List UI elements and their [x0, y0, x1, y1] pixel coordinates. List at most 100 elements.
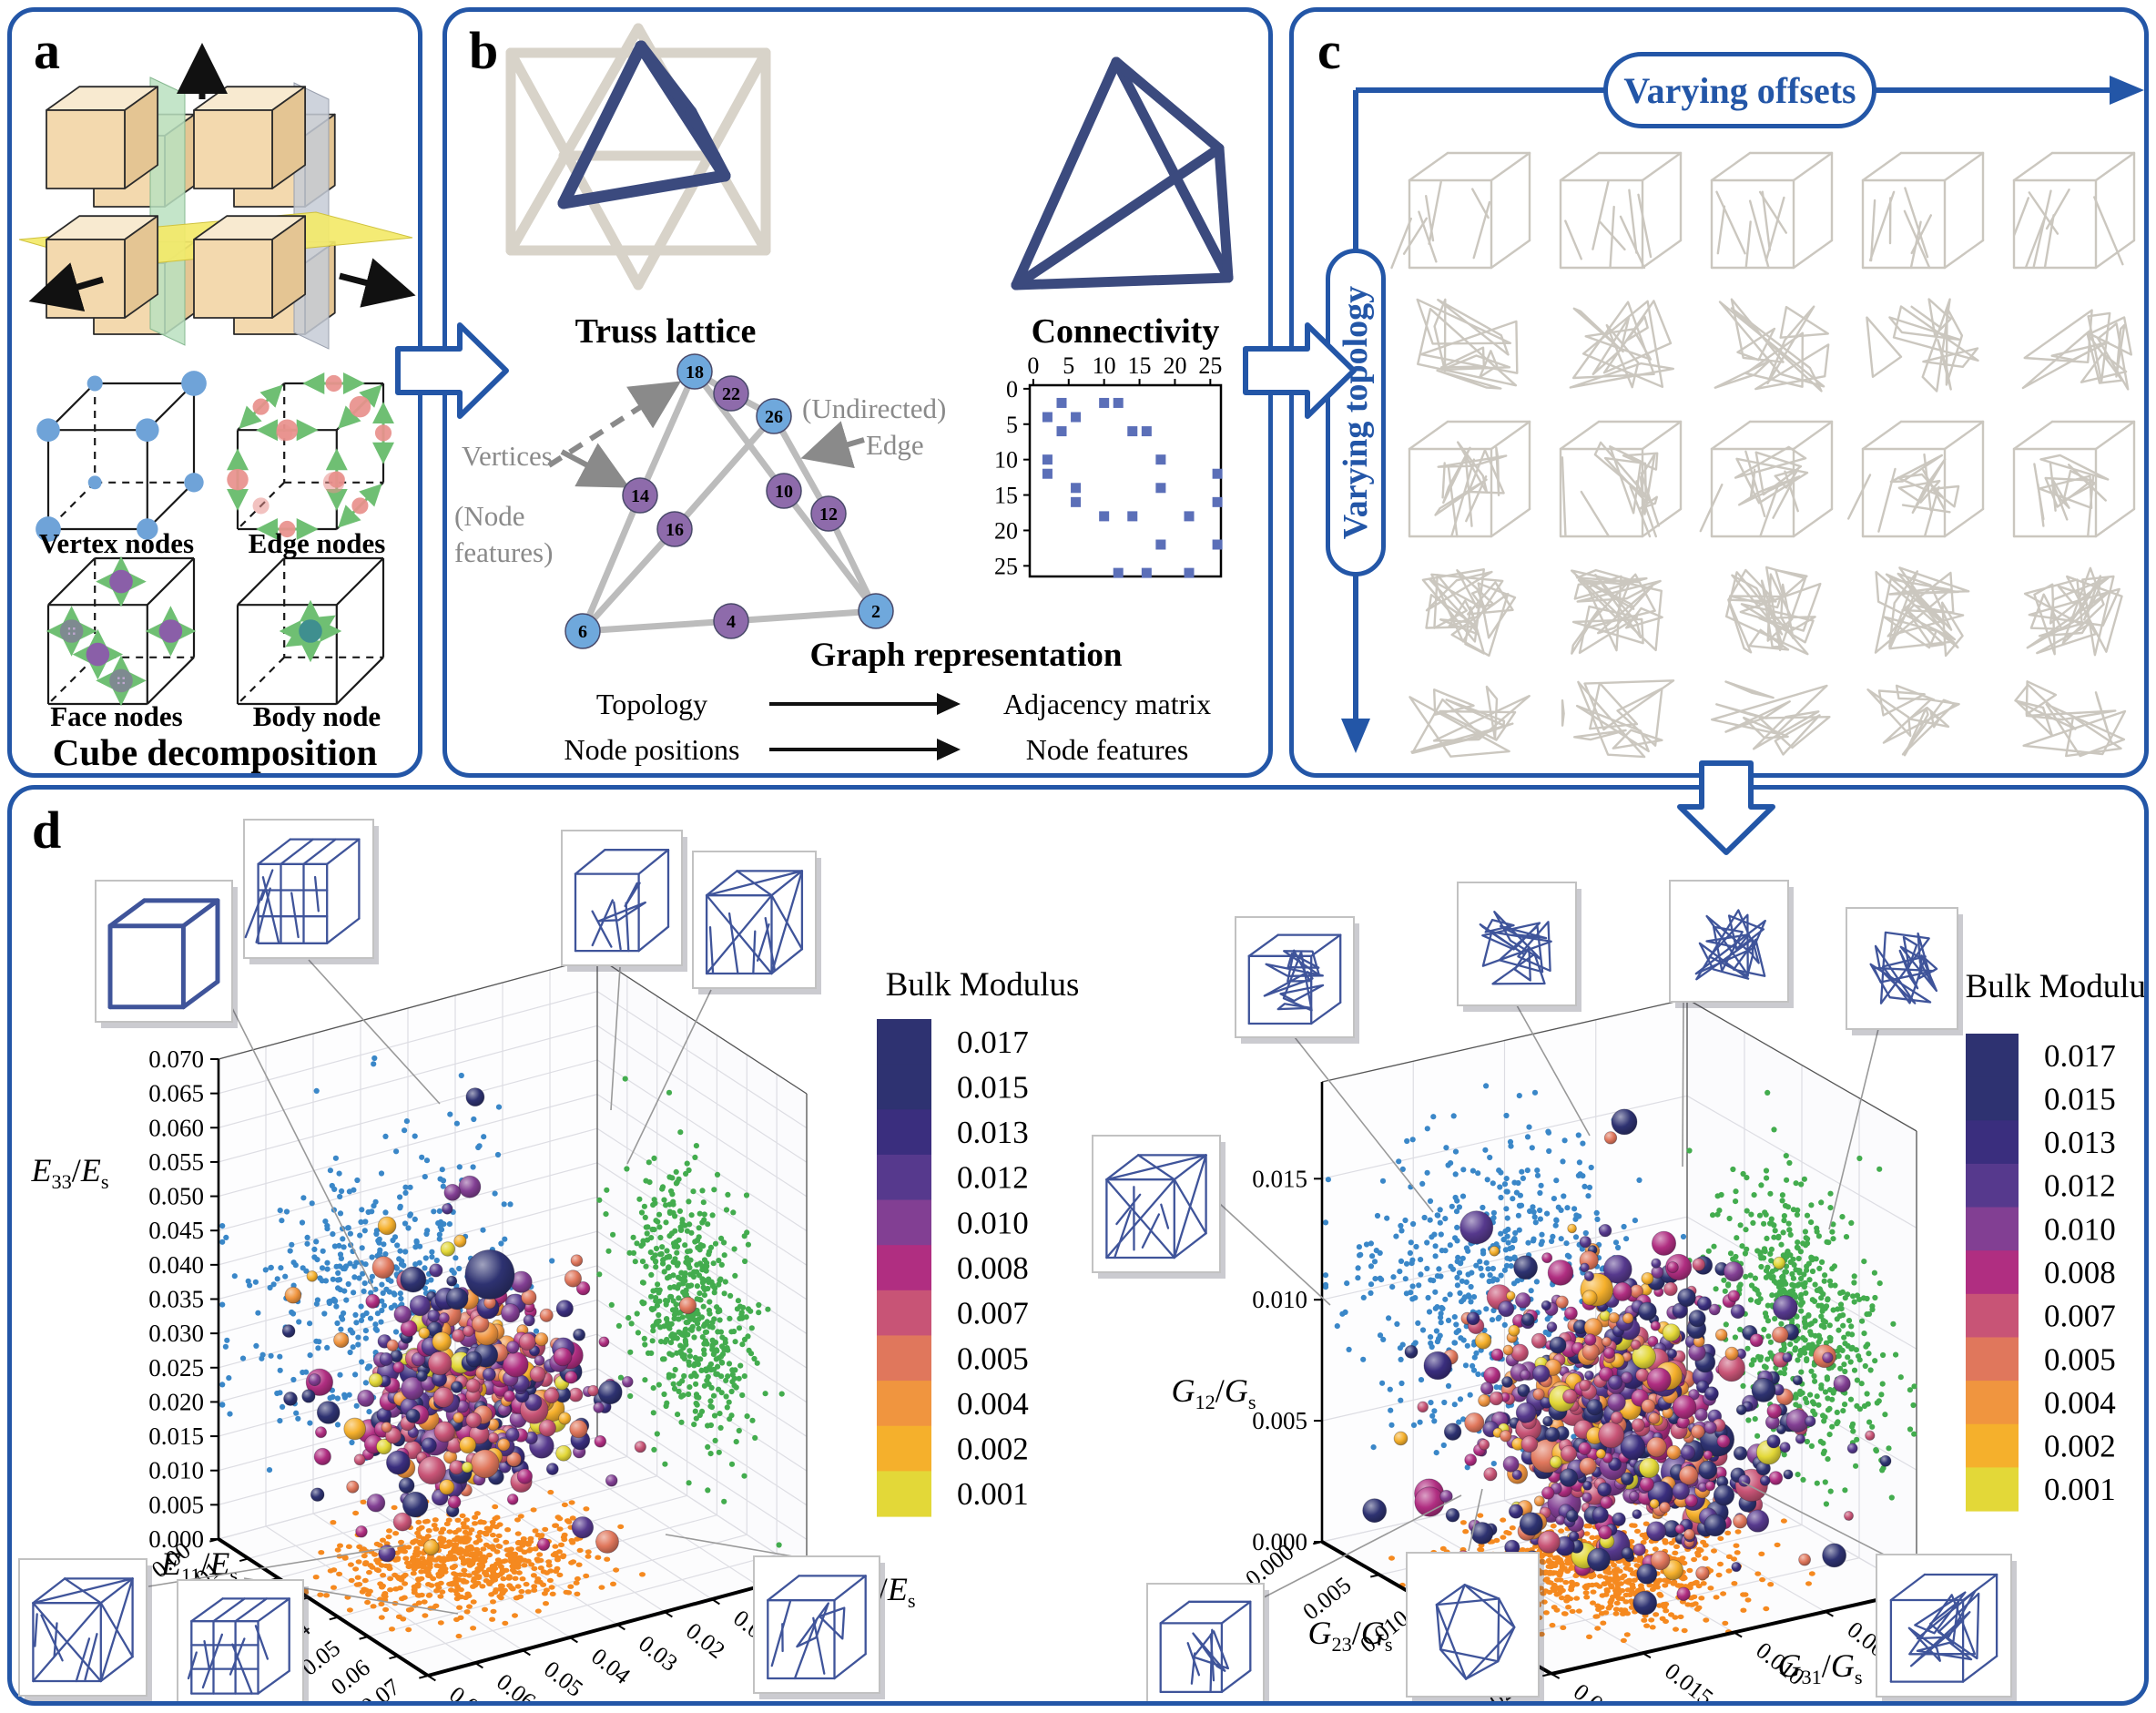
- svg-text:20: 20: [994, 517, 1018, 544]
- wireframe-sparse: [767, 1575, 867, 1680]
- svg-text:0.000: 0.000: [148, 1525, 204, 1553]
- graph: 18 22 26 14 16 10 12 6 4 2: [547, 353, 894, 649]
- wireframe-box-sparse: [2012, 151, 2136, 270]
- svg-text:20: 20: [1163, 352, 1186, 379]
- varying-offsets-pill: Varying offsets: [1603, 52, 1876, 128]
- panel-c: c Varying offsets Varying topology: [1289, 7, 2149, 778]
- svg-text:0.020: 0.020: [1569, 1678, 1627, 1701]
- svg-text:0.055: 0.055: [148, 1148, 204, 1176]
- svg-text:0.06: 0.06: [492, 1668, 541, 1701]
- svg-text:E33/Es: E33/Es: [30, 1152, 108, 1193]
- panel-b-letter: b: [469, 21, 499, 80]
- lattice-grid: [1341, 76, 2144, 759]
- wireframe-chaos-open: [1714, 298, 1830, 393]
- svg-text:0.045: 0.045: [148, 1217, 204, 1244]
- svg-text:0.030: 0.030: [148, 1320, 204, 1347]
- panel-b: b 18 22 26 14 16 10 12 6 4 2 0 0 5 5 10 10 15 15 20 20 25 25 …: [442, 7, 1273, 778]
- varying-topology-pill: Varying topology: [1326, 249, 1386, 576]
- svg-text:18: 18: [686, 362, 704, 382]
- inset-thumbnail: [753, 1555, 885, 1699]
- svg-text:0.070: 0.070: [148, 1045, 204, 1073]
- wireframe-chaos-open: [1416, 298, 1519, 390]
- svg-text:0.015: 0.015: [1252, 1165, 1307, 1192]
- varying-topology-label: Varying topology: [1337, 285, 1375, 540]
- truss-lattice-label: Truss lattice: [575, 312, 757, 351]
- svg-text:0.008: 0.008: [957, 1250, 1029, 1286]
- graph-node-10: 10: [766, 473, 802, 509]
- graph-node-22: 22: [713, 375, 749, 412]
- svg-text:15: 15: [994, 483, 1018, 509]
- svg-text:0.005: 0.005: [1252, 1407, 1307, 1434]
- connectivity-label: Connectivity: [1031, 312, 1220, 351]
- inset-thumbnail: [1406, 1552, 1544, 1701]
- mapping-to: Node features: [1025, 732, 1189, 766]
- wireframe-octa: [1435, 1584, 1516, 1680]
- svg-text:0.010: 0.010: [1252, 1286, 1307, 1313]
- svg-text:10: 10: [1093, 352, 1116, 379]
- inset-thumbnail: [692, 851, 821, 994]
- cube-diagram-vertex: [36, 371, 207, 542]
- graph-node-12: 12: [810, 495, 847, 532]
- svg-text:0.002: 0.002: [957, 1432, 1029, 1467]
- wireframe-spiky-sparse: [1711, 680, 1831, 756]
- mapping-arrow: [769, 739, 961, 760]
- truss-lattice: [505, 23, 771, 291]
- scatter-plot-1: 0.0000.0050.0100.0150.0000.0050.0100.015…: [1092, 880, 2017, 1701]
- cube-diagram-edge: [227, 372, 394, 540]
- wireframe-cube: [107, 898, 220, 1010]
- svg-text:5: 5: [1006, 412, 1018, 438]
- svg-text:0.000: 0.000: [1252, 1528, 1307, 1555]
- graph-node-18: 18: [676, 353, 713, 390]
- svg-text:0.07: 0.07: [444, 1681, 493, 1701]
- svg-text:0: 0: [1006, 376, 1018, 403]
- wireframe-xbrace: [32, 1577, 134, 1683]
- svg-text:0.060: 0.060: [148, 1114, 204, 1141]
- wireframe-chaos-open: [2021, 309, 2132, 391]
- svg-text:0.015: 0.015: [148, 1422, 204, 1450]
- label-edge-nodes: Edge nodes: [248, 527, 386, 559]
- inset-thumbnail: [1092, 1135, 1225, 1279]
- label-face-nodes: Face nodes: [50, 700, 183, 732]
- svg-text:0.040: 0.040: [148, 1251, 204, 1279]
- panel-c-letter: c: [1317, 21, 1341, 80]
- svg-text:0.017: 0.017: [957, 1025, 1029, 1060]
- undirected-annotation: (Undirected): [802, 393, 947, 424]
- wireframe-chaos: [1479, 911, 1552, 985]
- svg-text:0.004: 0.004: [957, 1386, 1029, 1422]
- graph-representation-title: Graph representation: [809, 637, 1123, 674]
- svg-text:0.012: 0.012: [957, 1160, 1029, 1196]
- wireframe-box-sparse: [1710, 151, 1834, 270]
- svg-text:0.020: 0.020: [148, 1388, 204, 1415]
- wireframe-sparse: [574, 849, 670, 953]
- wireframe-box-sparse: [1390, 151, 1531, 270]
- svg-text:25: 25: [1198, 352, 1222, 379]
- svg-text:0.025: 0.025: [148, 1354, 204, 1382]
- graph-node-14: 14: [622, 477, 658, 514]
- guide-arrows: [1341, 76, 2144, 753]
- mapping-row-topology: Topology Adjacency matrix: [538, 684, 1248, 724]
- node-features-annotation: (Node features): [454, 500, 554, 569]
- panel-d-letter: d: [32, 800, 62, 860]
- mapping-to: Adjacency matrix: [1002, 687, 1212, 720]
- wireframe-round-dense: [1571, 568, 1663, 655]
- wireframe-chaos: [1694, 909, 1766, 981]
- inset-thumbnail: [1669, 880, 1794, 1008]
- wireframe-box-dense: [1408, 420, 1531, 538]
- wireframe-chaos-open: [1866, 298, 1979, 393]
- panel-a: a Vertex nodes Edge nodes Face nodes Bod…: [7, 7, 422, 778]
- edge-annotation: Edge: [866, 429, 924, 461]
- svg-text:0.065: 0.065: [148, 1080, 204, 1107]
- svg-text:0.013: 0.013: [957, 1115, 1029, 1150]
- svg-text:0.015: 0.015: [957, 1069, 1029, 1105]
- wireframe-spiky-sparse: [2014, 680, 2127, 758]
- mapping-arrow: [769, 693, 961, 715]
- wireframe-round-dense: [1421, 568, 1517, 658]
- panel-a-title: Cube decomposition: [52, 731, 378, 773]
- inset-thumbnail: [1876, 1554, 2017, 1701]
- wireframe-sparse: [1159, 1600, 1252, 1694]
- svg-text:Bulk Modulus: Bulk Modulus: [886, 966, 1080, 1004]
- wireframe-grid: [187, 1597, 290, 1695]
- svg-text:0.02: 0.02: [681, 1617, 730, 1664]
- mapping-from: Topology: [595, 687, 708, 720]
